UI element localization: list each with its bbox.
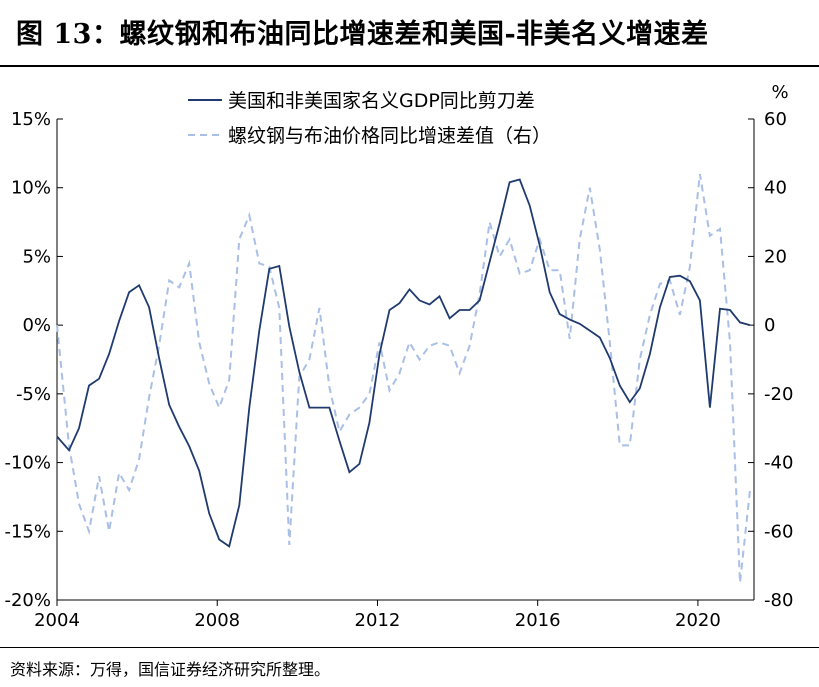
title-rule — [0, 65, 819, 67]
series-line-gdp-gap — [56, 178, 751, 548]
left-tick-label: -10% — [4, 453, 51, 474]
x-axis-ticks: 2004 2008 2012 2016 2020 — [34, 600, 721, 631]
legend: 美国和非美国家名义GDP同比剪刀差 螺纹钢与布油价格同比增速差值（右） — [188, 90, 551, 147]
left-tick-label: 15% — [11, 109, 51, 130]
right-tick-label: 60 — [764, 109, 787, 130]
left-axis-ticks: 15% 10% 5% 0% -5% -10% -15% -20% — [4, 109, 63, 611]
series-line-rebar-oil-gap — [56, 173, 751, 583]
legend-label-gdp-gap: 美国和非美国家名义GDP同比剪刀差 — [228, 90, 535, 112]
left-tick-label: 5% — [22, 246, 51, 267]
left-tick-label: 10% — [11, 178, 51, 199]
left-tick-label: -15% — [4, 521, 51, 542]
title-bar: 图 13：螺纹钢和布油同比增速差和美国-非美名义增速差 — [0, 0, 819, 67]
right-tick-label: 0 — [764, 315, 775, 336]
plot-frame — [56, 119, 755, 601]
right-axis-unit-label: % — [771, 82, 788, 103]
source-note: 资料来源：万得，国信证券经济研究所整理。 — [10, 660, 331, 679]
x-tick-label: 2020 — [675, 610, 721, 631]
x-tick-label: 2004 — [34, 610, 80, 631]
chart: 15% 10% 5% 0% -5% -10% -15% -20% 60 40 20 0 -20 -40 -… — [4, 82, 793, 631]
left-tick-label: -5% — [16, 384, 51, 405]
right-tick-label: -60 — [764, 521, 793, 542]
left-tick-label: 0% — [22, 315, 51, 336]
right-tick-label: -40 — [764, 453, 793, 474]
right-tick-label: -80 — [764, 590, 793, 611]
chart-title: 图 13：螺纹钢和布油同比增速差和美国-非美名义增速差 — [16, 19, 709, 50]
legend-label-rebar-oil-gap: 螺纹钢与布油价格同比增速差值（右） — [228, 125, 551, 147]
right-tick-label: 40 — [764, 178, 787, 199]
right-tick-label: 20 — [764, 246, 787, 267]
x-tick-label: 2008 — [194, 610, 240, 631]
series-layer — [56, 173, 751, 583]
x-tick-label: 2016 — [515, 610, 561, 631]
x-tick-label: 2012 — [355, 610, 401, 631]
left-tick-label: -20% — [4, 590, 51, 611]
right-tick-label: -20 — [764, 384, 793, 405]
footer-rule — [0, 647, 819, 648]
right-axis-ticks: 60 40 20 0 -20 -40 -60 -80 — [748, 109, 793, 611]
